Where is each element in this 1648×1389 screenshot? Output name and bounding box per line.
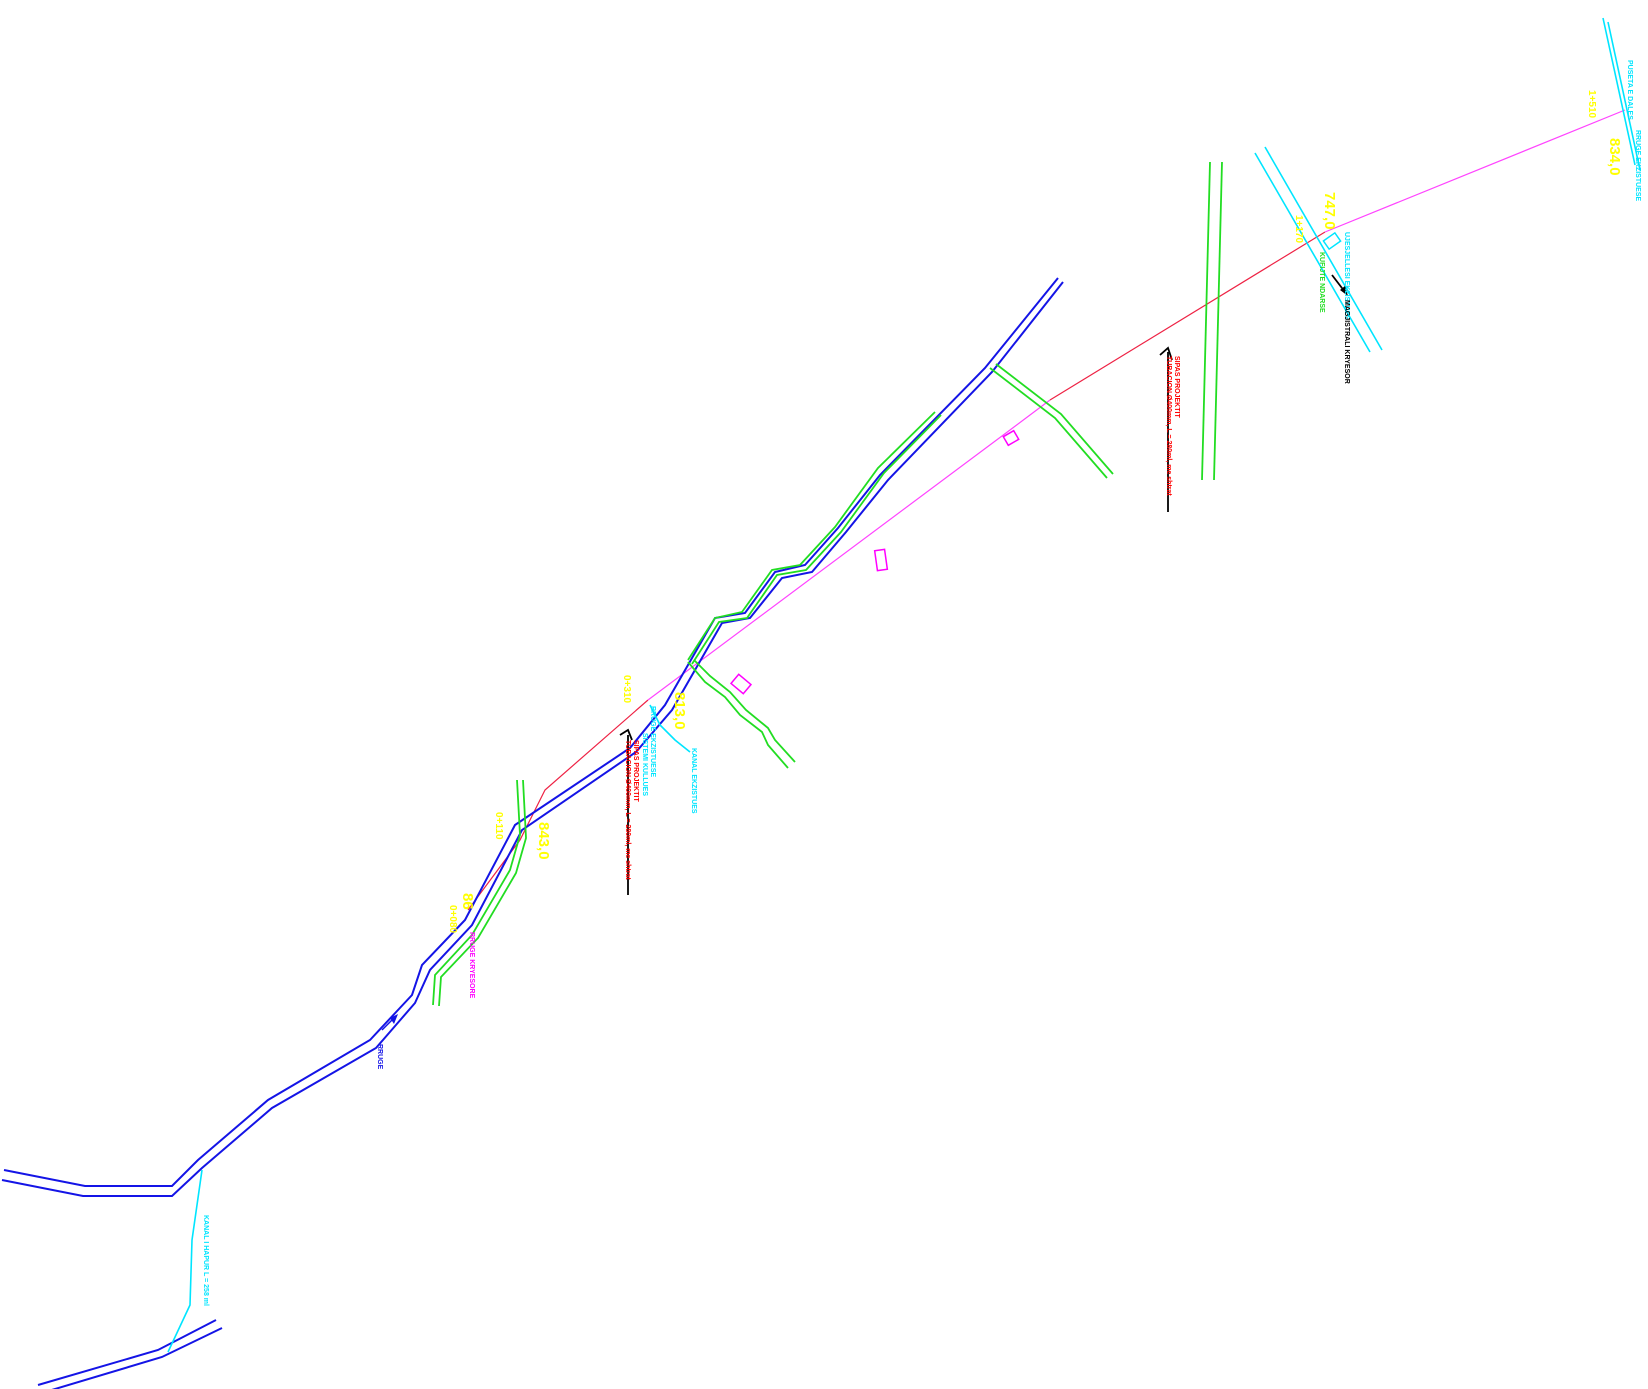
elevation-86: 86 — [459, 893, 476, 910]
rectangle-markers — [729, 429, 1020, 695]
cyan-top-right — [1602, 17, 1636, 166]
station-1-170: 1+170 — [1293, 215, 1304, 244]
green-edge-lower-a — [432, 779, 521, 1006]
magjistral-kryesor-label: MAGJISTRALI KRYESOR — [1343, 300, 1350, 384]
main-road-edge-b — [1, 281, 1064, 1197]
red-note-left: TUBACION Ø400mm, L = 280ml, me shtrat — [624, 740, 631, 880]
elevation-843: 843,0 — [535, 822, 552, 860]
elevation-747: 747,0 — [1321, 192, 1338, 230]
kanal-i-hapur-label: KANAL I HAPUR L = 258 ml — [202, 1215, 209, 1306]
green-edge-upper-a — [687, 411, 936, 661]
rectangle-marker-icon — [729, 673, 753, 695]
rectangle-marker-icon — [873, 548, 889, 572]
station-0-310: 0+310 — [621, 675, 632, 704]
pointer-arrowhead — [1340, 286, 1348, 296]
green-vertical-b — [1213, 161, 1223, 481]
rruge-ekzistuese-top-label: RRUGE EKZISTUESE — [1634, 130, 1641, 202]
alignment-red-segment-2 — [1049, 231, 1326, 401]
station-0-110: 0+110 — [493, 812, 504, 840]
elevation-834: 834,0 — [1606, 138, 1623, 176]
alignment-line — [467, 109, 1626, 911]
green-vertical-a — [1201, 161, 1211, 481]
station-1-510: 1+510 — [1586, 90, 1597, 119]
south-road-edge-b — [51, 1327, 223, 1389]
kanal-ekzistues-line — [649, 704, 691, 753]
kanal-ekzistues-label: KANAL EKZISTUES — [690, 748, 697, 814]
marker-tick-left — [619, 728, 633, 741]
cyan-box-marker — [1322, 231, 1342, 251]
south-road-edge-a — [37, 1319, 217, 1386]
marker-tick-right — [1159, 346, 1173, 361]
rruge-tag-label: RRUGE — [376, 1044, 383, 1070]
alignment-magenta-segment-2 — [1324, 109, 1626, 233]
cyan-lines — [167, 17, 1641, 1353]
sistemi-kulles-label: SISTEMI KULLUES — [641, 733, 648, 796]
black-markers — [619, 274, 1346, 895]
rruge-ekzistuese-label: RRUGE EKZISTUESE — [649, 706, 656, 778]
green-edge-lower-b — [438, 779, 527, 1007]
cyan-diagonal-a — [1254, 152, 1371, 353]
red-note-right: TUBACION Ø400mm, L = 280ml, me shtrat — [1165, 356, 1172, 496]
rruge-kryesore-label: RRUGE KRYESORE — [468, 932, 475, 999]
elevation-813: 813,0 — [671, 692, 688, 730]
kanal-i-hapur-line — [167, 1169, 203, 1353]
cyan-diagonal-b — [1264, 146, 1383, 351]
station-0-080: 0+080 — [447, 905, 458, 934]
red-note-left-b: SIPAS PROJEKTIT — [632, 740, 639, 802]
red-note-right-b: SIPAS PROJEKTIT — [1173, 356, 1180, 418]
green-branch-b — [693, 659, 796, 763]
alignment-red-segment-1 — [467, 699, 649, 911]
green-branch-a — [687, 661, 789, 769]
alignment-magenta-segment-1 — [647, 399, 1051, 701]
green-side-road-a — [989, 367, 1108, 479]
pusete-e-dales-label: PUSETA E DALES — [1626, 60, 1633, 120]
rectangle-marker-icon — [1002, 429, 1020, 447]
flow-arrow-icon — [381, 1014, 398, 1031]
green-side-road-b — [995, 363, 1114, 475]
ndarje-label: KUFIJTE NDARSE — [1318, 252, 1325, 313]
main-road-edge-a — [3, 277, 1059, 1187]
ujesjellesi-label: UJESJELLESI EKZISTUES — [1343, 232, 1350, 320]
cyan-top-right-b — [1607, 21, 1641, 171]
main-road — [1, 277, 1064, 1389]
green-edge-upper-b — [691, 414, 942, 665]
green-edges — [432, 161, 1223, 1007]
